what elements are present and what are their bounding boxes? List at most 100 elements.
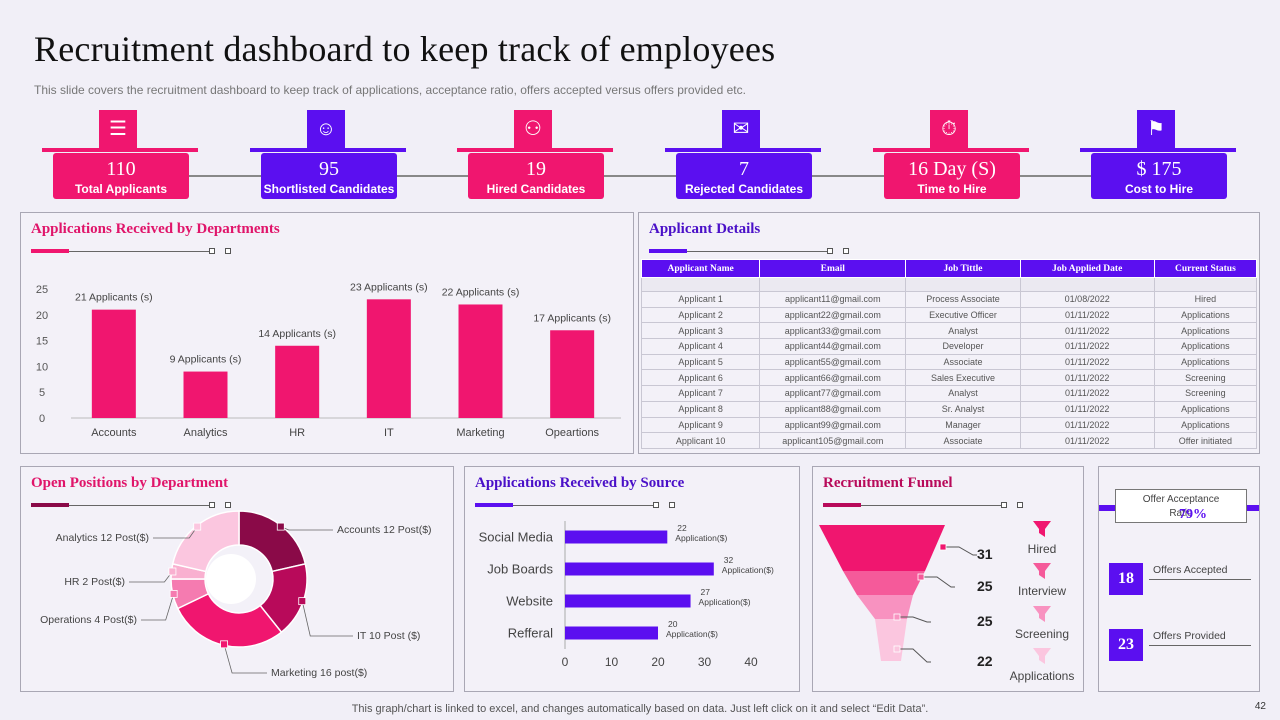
table-cell: Applicant 8: [640, 400, 761, 418]
funnel-title: Recruitment Funnel: [823, 475, 953, 491]
table-cell: Analyst: [905, 322, 1021, 340]
table-row: Applicant 6 applicant66@gmail.com Sales Ex…: [640, 369, 1258, 387]
time-icon: ⏱: [941, 118, 957, 140]
kpi-icon-box: ☺: [307, 110, 345, 148]
table-cell: Applicant 4: [640, 338, 761, 355]
slice-marker: [169, 590, 178, 598]
kpi-value-box: 110 Total Applicants: [53, 153, 189, 199]
table-cell: applicant77@gmail.com: [759, 385, 907, 402]
table-cell: Applicant 2: [640, 306, 761, 324]
slice-label: Analytics 12 Post($): [56, 532, 149, 544]
kpi-label: Shortlisted Candidates: [263, 182, 395, 196]
ratio-label: Offer Acceptance Ratio: [1142, 494, 1220, 519]
funnel-value: 25: [977, 613, 993, 629]
x-tick-label: Analytics: [183, 427, 228, 439]
table-cell: [759, 277, 907, 292]
leader-line: [223, 644, 267, 674]
table-cell: Associate: [905, 432, 1021, 449]
footer-note: This graph/chart is linked to excel, and…: [351, 703, 929, 715]
table-cell: applicant88@gmail.com: [759, 400, 907, 418]
funnel-value: 22: [977, 653, 993, 669]
bar-data-label: 32 Application($): [722, 555, 774, 575]
open-positions-donut-chart: Accounts 12 Post($) IT 10 Post ($) Marketi…: [40, 510, 432, 679]
bar: [275, 345, 320, 418]
table-column-header: Applicant Name: [640, 259, 761, 278]
funnel-stage-label: Screening: [1015, 627, 1069, 641]
kpi-card: ⚑ $ 175 Cost to Hire: [1080, 110, 1240, 200]
kpi-icon-box: ☰: [99, 110, 137, 148]
bar: [91, 309, 136, 418]
y-tick-label: Job Boards: [487, 562, 553, 577]
title-decoration: [823, 502, 1023, 508]
slice-label: HR 2 Post($): [64, 576, 125, 588]
y-tick-label: 15: [36, 336, 48, 348]
y-tick-label: 25: [36, 284, 48, 296]
table-cell: Sales Executive: [905, 369, 1021, 387]
slice-marker: [193, 522, 202, 531]
y-tick-label: Social Media: [479, 530, 554, 545]
x-tick-label: 40: [744, 655, 758, 669]
kpi-accent-bar: [457, 148, 613, 152]
table-cell: Screening: [1153, 369, 1258, 387]
table-cell: Screening: [1153, 385, 1258, 402]
table-cell: Applicant 10: [640, 432, 761, 449]
y-tick-label: 5: [39, 387, 45, 399]
x-tick-label: 0: [562, 655, 569, 669]
divider: [1149, 645, 1251, 646]
page-number: 42: [1254, 701, 1266, 712]
table-cell: Applicant 7: [640, 385, 761, 402]
kpi-icon-box: ⚑: [1137, 110, 1175, 148]
x-tick-label: 20: [651, 655, 665, 669]
kpi-accent-bar: [1080, 148, 1236, 152]
kpi-label: Rejected Candidates: [684, 182, 804, 196]
kpi-value-box: 19 Hired Candidates: [468, 153, 604, 199]
table-cell: 01/11/2022: [1019, 338, 1155, 355]
bar-data-label: 14 Applicants (s): [258, 328, 336, 340]
ratio-value: 79%: [1179, 507, 1207, 522]
table-row: Applicant 10 applicant105@gmail.com Associ…: [640, 432, 1258, 449]
slice-marker: [220, 640, 228, 649]
kpi-value: 7: [739, 158, 749, 180]
table-row: Applicant 1 applicant11@gmail.com Process …: [640, 291, 1258, 308]
kpi-icon-box: ✉: [722, 110, 760, 148]
title-decoration: [649, 248, 849, 254]
slice-label: Marketing 16 post($): [271, 667, 367, 679]
table-cell: Hired: [1153, 291, 1258, 308]
kpi-card: ☰ 110 Total Applicants: [42, 110, 202, 200]
table-cell: applicant99@gmail.com: [759, 416, 907, 434]
table-row: Applicant 3 applicant33@gmail.com Analyst 0…: [640, 322, 1258, 340]
y-tick-label: 20: [36, 310, 48, 322]
leader-line: [301, 601, 353, 637]
table-cell: 01/11/2022: [1019, 306, 1155, 324]
kpi-value: 110: [106, 158, 136, 180]
offer-acceptance-ratio: Offer Acceptance Ratio: [1115, 489, 1247, 523]
table-cell: Executive Officer: [905, 306, 1021, 324]
funnel-panel: Recruitment Funnel 31 25 25 22 Hired Intervie…: [812, 466, 1084, 692]
leader-line: [280, 526, 333, 531]
kpi-value-box: 95 Shortlisted Candidates: [261, 153, 397, 199]
table-cell: [1019, 277, 1155, 292]
slice-label: Accounts 12 Post($): [337, 524, 432, 536]
leader-line: [897, 616, 931, 623]
table-cell: Process Associate: [905, 291, 1021, 308]
kpi-label: Total Applicants: [74, 182, 167, 196]
bar: [565, 626, 658, 640]
kpi-label: Cost to Hire: [1124, 182, 1193, 196]
source-title: Applications Received by Source: [475, 475, 685, 491]
kpi-icon-box: ⚇: [514, 110, 552, 148]
table-cell: 01/11/2022: [1019, 432, 1155, 449]
bar-data-label: 21 Applicants (s): [75, 292, 153, 304]
kpi-label: Hired Candidates: [486, 182, 586, 196]
bar: [565, 530, 668, 544]
y-tick-label: Website: [506, 594, 553, 609]
kpi-value-box: $ 175 Cost to Hire: [1091, 153, 1227, 199]
offers-panel: Offer Acceptance Ratio 79% 18 Offers Acc…: [1098, 466, 1260, 692]
leader-line: [943, 546, 977, 556]
table-cell: [905, 277, 1021, 292]
table-row: Applicant 4 applicant44@gmail.com Develope…: [640, 338, 1258, 355]
table-row: Applicant 7 applicant77@gmail.com Analyst 0…: [640, 385, 1258, 402]
table-column-header: Current Status: [1153, 259, 1258, 278]
bar: [183, 371, 228, 418]
recruitment-funnel-chart: 31 25 25 22 Hired Interview Screening Applicati…: [819, 521, 1074, 683]
table-row: Applicant 2 applicant22@gmail.com Executiv…: [640, 306, 1258, 324]
